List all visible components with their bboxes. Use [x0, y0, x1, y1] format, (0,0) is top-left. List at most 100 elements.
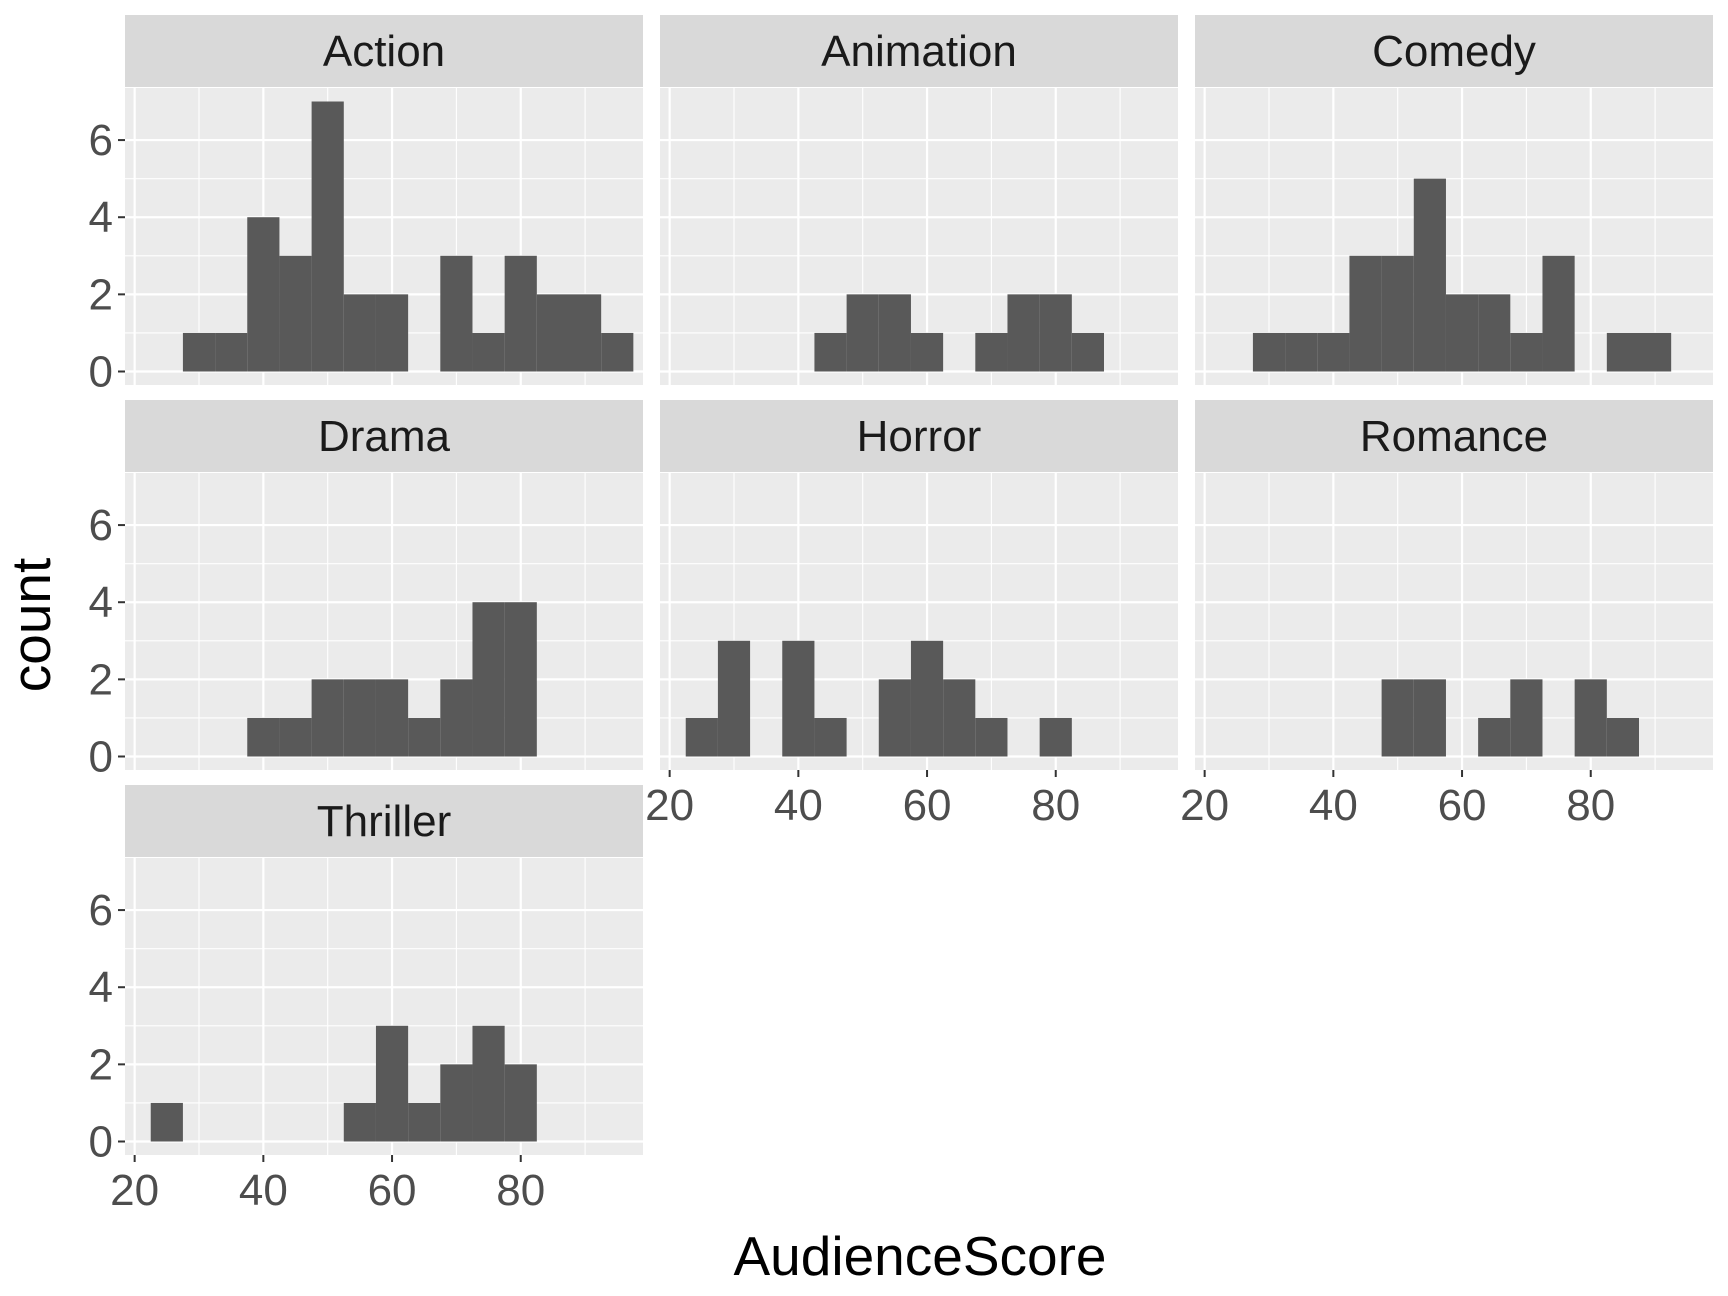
strip-animation: [660, 15, 1178, 87]
histogram-bar: [1285, 332, 1318, 372]
panel-horror: Horror 20 40 60 80: [645, 400, 1178, 830]
histogram-bar: [846, 294, 879, 372]
histogram-bar: [1381, 255, 1414, 372]
panels: Action 0 2 4 6 Animation Comedy Drama 0 2 4 6 Horror…: [89, 15, 1713, 1215]
histogram-bar: [1039, 717, 1072, 757]
histogram-bar: [375, 679, 409, 757]
histogram-bar: [1071, 332, 1104, 372]
histogram-bar: [375, 1025, 409, 1142]
strip-label: Action: [323, 27, 445, 76]
histogram-bar: [279, 717, 312, 757]
histogram-bar: [1039, 294, 1072, 372]
histogram-bar: [1413, 178, 1446, 372]
histogram-bar: [182, 332, 216, 372]
histogram-bar: [375, 294, 409, 372]
histogram-bar: [472, 332, 505, 372]
histogram-bar: [975, 717, 1008, 757]
histogram-bar: [569, 294, 602, 372]
histogram-bar: [1639, 332, 1672, 372]
x-axis-title: AudienceScore: [733, 1225, 1106, 1287]
histogram-bar: [943, 679, 976, 757]
histogram-bar: [311, 101, 344, 372]
strip-label: Drama: [318, 412, 451, 461]
x-tick-label: 20: [645, 781, 694, 830]
histogram-bar: [343, 679, 376, 757]
histogram-bar: [814, 332, 847, 372]
y-tick-label: 2: [89, 1040, 113, 1089]
histogram-bar: [440, 1064, 473, 1142]
histogram-bar: [1007, 294, 1040, 372]
x-tick-label: 40: [1309, 781, 1358, 830]
histogram-bar: [150, 1102, 183, 1142]
x-tick-label: 20: [1180, 781, 1229, 830]
y-tick-label: 0: [89, 733, 113, 782]
panel-comedy: Comedy: [1195, 15, 1713, 385]
histogram-bar: [408, 1102, 441, 1142]
histogram-bar: [1606, 717, 1639, 757]
y-tick-label: 0: [89, 348, 113, 397]
x-tick-label: 20: [110, 1166, 159, 1215]
panel-drama: Drama 0 2 4 6: [89, 400, 643, 782]
histogram-bar: [1478, 717, 1511, 757]
histogram-bar: [685, 717, 718, 757]
histogram-bar: [343, 294, 376, 372]
histogram-bar: [408, 717, 441, 757]
panel-thriller: Thriller 0 2 4 6 20 40 60 80: [89, 785, 643, 1215]
panel-action: Action 0 2 4 6: [89, 15, 643, 397]
y-axis-title: count: [0, 558, 62, 693]
y-tick-label: 2: [89, 270, 113, 319]
strip-action: [125, 15, 643, 87]
strip-label: Animation: [821, 27, 1017, 76]
y-tick-label: 0: [89, 1118, 113, 1167]
strip-label: Romance: [1360, 412, 1548, 461]
panel-romance: Romance 20 40 60 80: [1180, 400, 1713, 830]
histogram-bar: [504, 255, 537, 372]
histogram-bar: [717, 640, 751, 757]
histogram-bar: [878, 679, 911, 757]
histogram-bar: [1349, 255, 1382, 372]
histogram-bar: [910, 332, 944, 372]
x-tick-label: 60: [903, 781, 952, 830]
histogram-bar: [1478, 294, 1511, 372]
strip-comedy: [1195, 15, 1713, 87]
panel-animation: Animation: [660, 15, 1178, 385]
strip-horror: [660, 400, 1178, 472]
y-tick-label: 4: [89, 193, 113, 242]
strip-label: Comedy: [1372, 27, 1536, 76]
strip-romance: [1195, 400, 1713, 472]
y-tick-label: 6: [89, 116, 113, 165]
x-tick-label: 80: [1031, 781, 1080, 830]
histogram-bar: [215, 332, 248, 372]
histogram-bar: [814, 717, 847, 757]
histogram-bar: [440, 255, 473, 372]
x-tick-label: 40: [774, 781, 823, 830]
histogram-bar: [910, 640, 944, 757]
x-tick-label: 60: [1438, 781, 1487, 830]
strip-label: Horror: [857, 412, 982, 461]
y-tick-label: 2: [89, 655, 113, 704]
histogram-bar: [247, 217, 280, 372]
histogram-bar: [601, 332, 634, 372]
y-tick-label: 4: [89, 578, 113, 627]
histogram-bar: [1413, 679, 1446, 757]
y-tick-label: 6: [89, 886, 113, 935]
histogram-bar: [1574, 679, 1607, 757]
histogram-bar: [1317, 332, 1350, 372]
y-tick-label: 6: [89, 501, 113, 550]
histogram-bar: [536, 294, 569, 372]
strip-thriller: [125, 785, 643, 857]
histogram-bar: [472, 602, 505, 757]
histogram-bar: [1381, 679, 1414, 757]
histogram-bar: [279, 255, 312, 372]
y-tick-label: 4: [89, 963, 113, 1012]
histogram-bar: [504, 1064, 537, 1142]
histogram-bar: [472, 1025, 505, 1142]
histogram-bar: [975, 332, 1008, 372]
histogram-bar: [878, 294, 911, 372]
histogram-bar: [782, 640, 815, 757]
histogram-bar: [1606, 332, 1639, 372]
histogram-bar: [1510, 332, 1543, 372]
histogram-bar: [1445, 294, 1479, 372]
x-tick-label: 80: [496, 1166, 545, 1215]
